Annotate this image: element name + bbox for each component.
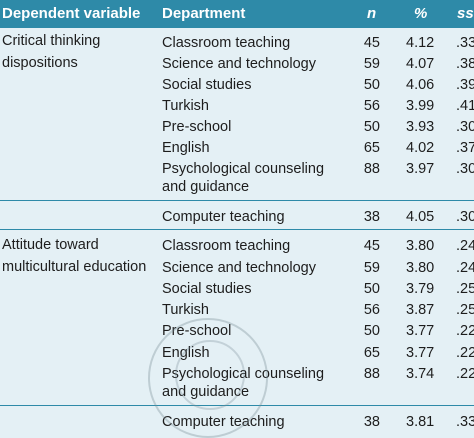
- department-cell: Social studies: [162, 281, 252, 297]
- ss-cell: .37: [456, 140, 474, 156]
- mean-cell: 3.79: [406, 281, 435, 297]
- ss-cell: .30: [456, 119, 474, 135]
- n-cell: 88: [363, 366, 380, 382]
- department-cell: Social studies: [162, 77, 252, 93]
- n-cell: 88: [363, 161, 380, 177]
- header-dependent-variable: Dependent variable: [2, 5, 141, 22]
- mean-cell: 3.80: [406, 238, 435, 254]
- department-cell: Computer teaching: [162, 414, 285, 430]
- department-cell: Turkish: [162, 98, 209, 114]
- ss-cell: .33: [456, 414, 474, 430]
- header-ss: ss: [457, 5, 474, 22]
- mean-cell: 3.81: [406, 414, 435, 430]
- n-cell: 38: [363, 209, 380, 225]
- department-cell: English: [162, 345, 210, 361]
- ss-cell: .33: [456, 35, 474, 51]
- row-divider: [0, 405, 474, 406]
- mean-cell: 4.05: [406, 209, 435, 225]
- n-cell: 45: [363, 238, 380, 254]
- row-divider: [0, 200, 474, 201]
- n-cell: 65: [363, 345, 380, 361]
- ss-cell: .30: [456, 209, 474, 225]
- mean-cell: 4.12: [406, 35, 435, 51]
- ss-cell: .24: [456, 260, 474, 276]
- n-cell: 59: [363, 56, 380, 72]
- mean-cell: 3.77: [406, 345, 435, 361]
- header-percent: %: [414, 5, 428, 22]
- department-cell: Turkish: [162, 302, 209, 318]
- ss-cell: .38: [456, 56, 474, 72]
- dependent-variable-label: Attitude toward multicultural education: [2, 237, 147, 275]
- department-cell: Pre-school: [162, 323, 232, 339]
- mean-cell: 3.74: [406, 366, 435, 382]
- ss-cell: .22: [456, 345, 474, 361]
- n-cell: 56: [363, 98, 380, 114]
- mean-cell: 3.77: [406, 323, 435, 339]
- mean-cell: 4.06: [406, 77, 435, 93]
- ss-cell: .22: [456, 323, 474, 339]
- mean-cell: 3.80: [406, 260, 435, 276]
- n-cell: 56: [363, 302, 380, 318]
- department-cell: Psychological counseling: [162, 366, 325, 382]
- department-cell: English: [162, 140, 210, 156]
- department-cell: Science and technology: [162, 260, 316, 276]
- mean-cell: 4.02: [406, 140, 435, 156]
- mean-cell: 3.99: [406, 98, 435, 114]
- n-cell: 50: [363, 281, 380, 297]
- ss-cell: .39: [456, 77, 474, 93]
- mean-cell: 3.87: [406, 302, 435, 318]
- department-cell: Computer teaching: [162, 209, 285, 225]
- department-cell: Psychological counseling: [162, 161, 325, 177]
- header-n: n: [367, 5, 377, 22]
- table-header: Dependent variable Department n % ss: [0, 0, 474, 28]
- ss-cell: .25: [456, 281, 474, 297]
- n-cell: 59: [363, 260, 380, 276]
- mean-cell: 3.97: [406, 161, 435, 177]
- ss-cell: .30: [456, 161, 474, 177]
- n-cell: 65: [363, 140, 380, 156]
- ss-cell: .22: [456, 366, 474, 382]
- department-cell: Science and technology: [162, 56, 316, 72]
- row-divider: [0, 229, 474, 230]
- n-cell: 50: [363, 119, 380, 135]
- ss-cell: .24: [456, 238, 474, 254]
- department-cell-continued: and guidance: [162, 179, 250, 195]
- department-cell: Classroom teaching: [162, 35, 291, 51]
- n-cell: 38: [363, 414, 380, 430]
- dependent-variable-label: Critical thinking dispositions: [2, 33, 101, 71]
- n-cell: 45: [363, 35, 380, 51]
- mean-cell: 3.93: [406, 119, 435, 135]
- department-cell: Classroom teaching: [162, 238, 291, 254]
- n-cell: 50: [363, 77, 380, 93]
- mean-cell: 4.07: [406, 56, 435, 72]
- ss-cell: .25: [456, 302, 474, 318]
- department-cell: Pre-school: [162, 119, 232, 135]
- ss-cell: .41: [456, 98, 474, 114]
- header-department: Department: [162, 5, 246, 22]
- n-cell: 50: [363, 323, 380, 339]
- department-cell-continued: and guidance: [162, 384, 250, 400]
